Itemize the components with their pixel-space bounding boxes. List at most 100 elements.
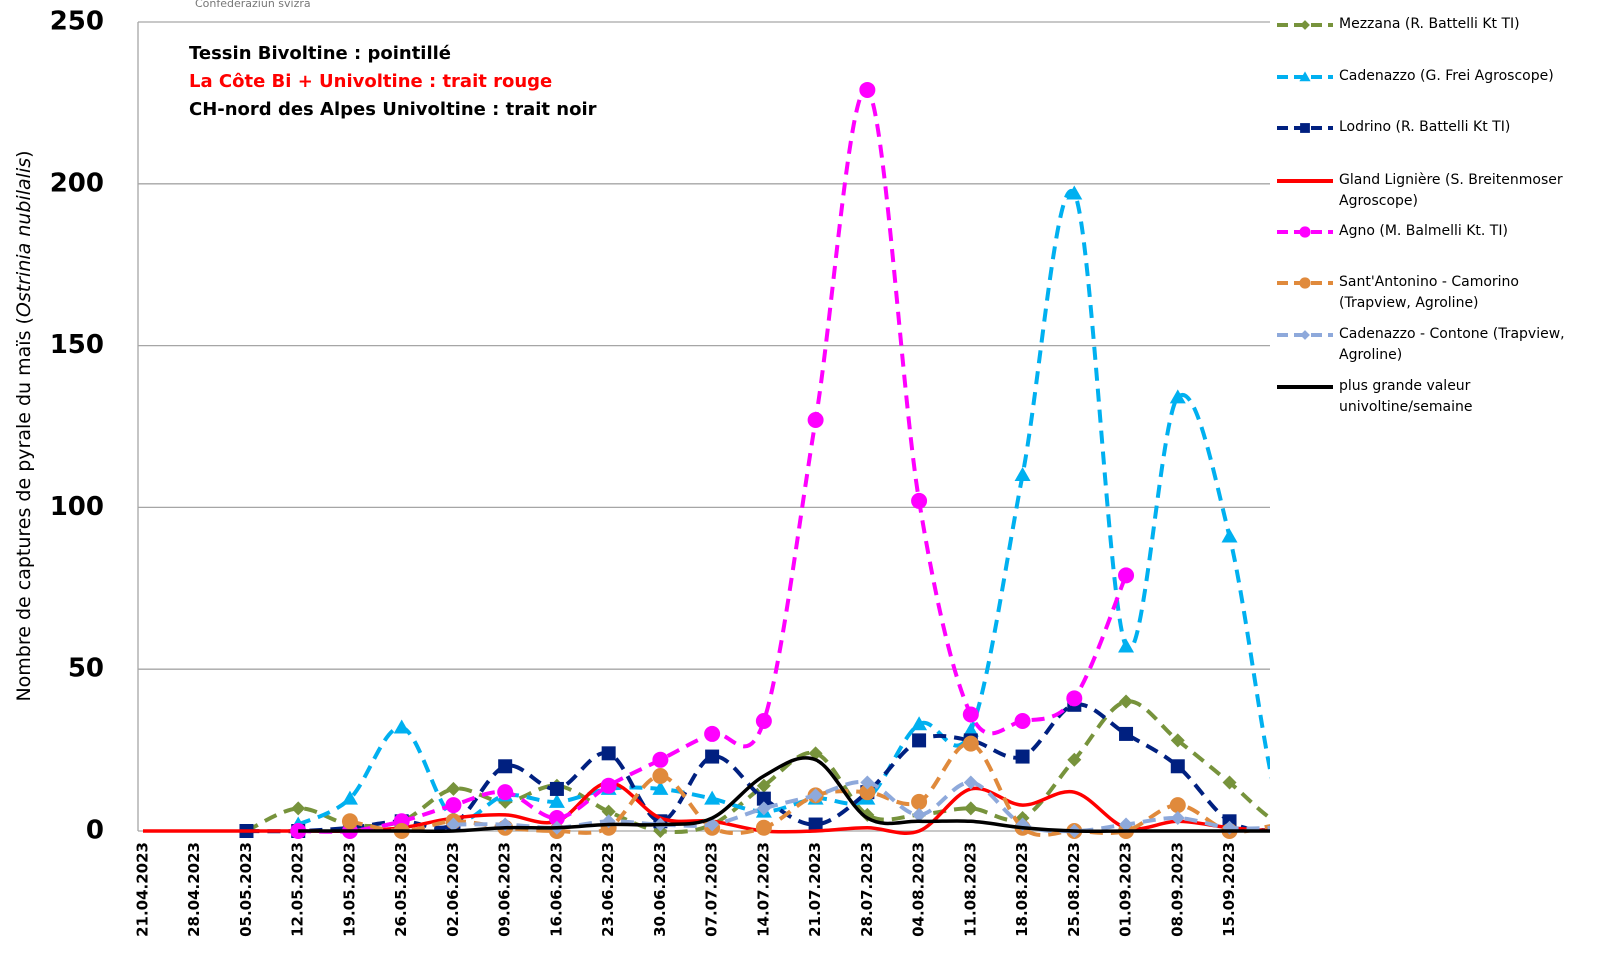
- y-axis-label: Nombre de captures de pyrale du maïs (Os…: [13, 150, 35, 701]
- marker: [1170, 811, 1185, 826]
- marker: [859, 81, 876, 98]
- marker: [1169, 797, 1186, 814]
- x-tick-label: 01.09.2023: [1117, 842, 1135, 937]
- series-line: [298, 756, 1270, 833]
- marker: [1222, 775, 1237, 790]
- marker: [1118, 638, 1135, 653]
- marker: [548, 793, 565, 808]
- marker: [911, 492, 928, 509]
- legend-label: Cadenazzo (G. Frei Agroscope): [1339, 68, 1554, 84]
- x-tick-label: 09.06.2023: [496, 842, 514, 937]
- marker: [497, 784, 514, 801]
- marker: [1221, 528, 1238, 543]
- marker: [756, 778, 771, 793]
- legend-label: Sant'Antonino - Camorino (Trapview, Agro…: [1339, 274, 1519, 311]
- marker: [859, 784, 876, 801]
- series-line: [297, 189, 1270, 827]
- marker: [446, 781, 461, 796]
- x-tick-label: 08.09.2023: [1168, 842, 1186, 937]
- x-tick-label: 07.07.2023: [703, 842, 721, 937]
- marker: [755, 819, 772, 836]
- y-label-part: ): [13, 150, 35, 157]
- annotation: La Côte Bi + Univoltine : trait rouge: [189, 71, 552, 92]
- x-tick-label: 19.05.2023: [340, 842, 358, 937]
- marker: [445, 797, 462, 814]
- marker: [808, 788, 823, 803]
- annotation: CH-nord des Alpes Univoltine : trait noi…: [189, 99, 597, 120]
- legend-swatch: [1277, 385, 1333, 389]
- marker: [1170, 759, 1185, 774]
- legend-label: Mezzana (R. Battelli Kt TI): [1339, 16, 1520, 32]
- x-tick-label: 16.06.2023: [547, 842, 565, 937]
- marker: [860, 775, 875, 790]
- marker: [755, 712, 772, 729]
- marker: [393, 719, 410, 734]
- marker: [705, 749, 720, 764]
- marker: [704, 725, 721, 742]
- series-line: [246, 702, 1270, 834]
- x-tick-label: 25.08.2023: [1065, 842, 1083, 937]
- x-tick-label: 12.05.2023: [289, 842, 307, 937]
- legend-item: Mezzana (R. Battelli Kt TI): [1275, 14, 1584, 35]
- x-tick-label: 04.08.2023: [910, 842, 928, 937]
- marker: [912, 733, 927, 748]
- legend-item: plus grande valeur univoltine/semaine: [1275, 376, 1584, 418]
- marker: [1119, 694, 1134, 709]
- series-line: [245, 699, 1270, 834]
- x-tick-label: 11.08.2023: [961, 842, 979, 937]
- legend-label: Gland Lignière (S. Breitenmoser Agroscop…: [1339, 172, 1563, 209]
- x-tick-label: 28.04.2023: [185, 842, 203, 937]
- marker: [808, 746, 823, 761]
- marker: [498, 759, 513, 774]
- marker: [807, 412, 824, 429]
- marker: [1299, 71, 1311, 82]
- y-tick-label: 100: [50, 492, 104, 522]
- marker: [652, 780, 669, 795]
- y-tick-label: 0: [86, 816, 104, 846]
- marker: [1299, 226, 1311, 238]
- x-tick-label: 28.07.2023: [858, 842, 876, 937]
- annotation: Tessin Bivoltine : pointillé: [189, 43, 451, 64]
- legend-swatch: [1277, 277, 1333, 289]
- legend-item: Cadenazzo (G. Frei Agroscope): [1275, 66, 1584, 87]
- x-tick-label: 18.08.2023: [1013, 842, 1031, 937]
- x-tick-label: 15.09.2023: [1220, 842, 1238, 937]
- marker: [756, 791, 771, 806]
- header: Confederaziun svizra: [195, 0, 311, 10]
- legend-label: Lodrino (R. Battelli Kt TI): [1339, 119, 1511, 135]
- marker: [1014, 712, 1031, 729]
- chart: Confederaziun svizra Nombre de captures …: [13, 0, 1270, 937]
- legend-swatch: [1277, 179, 1333, 183]
- x-tick-label: 21.04.2023: [134, 842, 152, 937]
- legend-label: Cadenazzo - Contone (Trapview, Agroline): [1339, 326, 1565, 363]
- legend-item: Agno (M. Balmelli Kt. TI): [1275, 221, 1584, 242]
- marker: [1119, 817, 1134, 832]
- marker: [1300, 123, 1310, 133]
- marker: [1066, 185, 1083, 200]
- y-tick-label: 150: [50, 330, 104, 360]
- marker: [808, 817, 823, 832]
- series: [290, 81, 1135, 839]
- y-tick-label: 250: [50, 7, 104, 37]
- legend-swatch: [1277, 20, 1333, 30]
- marker: [963, 801, 978, 816]
- legend-swatch: [1277, 226, 1333, 238]
- marker: [652, 751, 669, 768]
- marker: [1169, 389, 1186, 404]
- legend-item: Cadenazzo - Contone (Trapview, Agroline): [1275, 324, 1584, 366]
- series-line: [298, 87, 1128, 834]
- y-label-part: Nombre de captures de pyrale du maïs (: [13, 317, 35, 701]
- marker: [1014, 467, 1031, 482]
- marker: [1300, 330, 1310, 340]
- legend-item: Gland Lignière (S. Breitenmoser Agroscop…: [1275, 170, 1584, 212]
- marker: [1066, 690, 1083, 707]
- marker: [446, 817, 461, 832]
- marker: [1118, 567, 1135, 584]
- marker: [1170, 733, 1185, 748]
- marker: [1299, 277, 1311, 289]
- legend-item: Lodrino (R. Battelli Kt TI): [1275, 117, 1584, 138]
- series: [239, 697, 1270, 838]
- marker: [963, 775, 978, 790]
- marker: [548, 810, 565, 827]
- marker: [652, 767, 669, 784]
